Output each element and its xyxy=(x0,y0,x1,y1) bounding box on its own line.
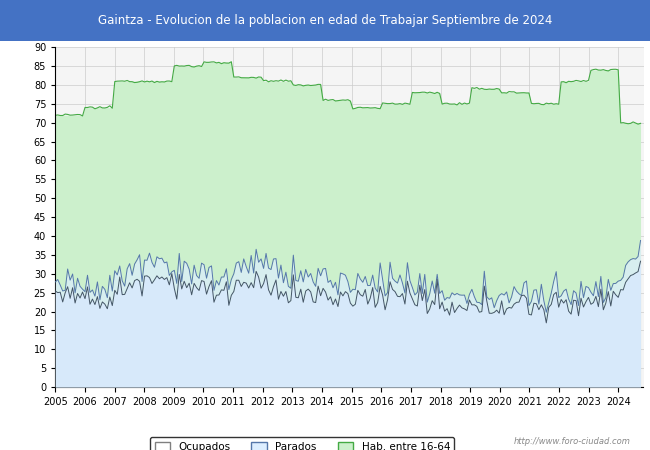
Text: Gaintza - Evolucion de la poblacion en edad de Trabajar Septiembre de 2024: Gaintza - Evolucion de la poblacion en e… xyxy=(98,14,552,27)
Text: http://www.foro-ciudad.com: http://www.foro-ciudad.com xyxy=(514,436,630,446)
Legend: Ocupados, Parados, Hab. entre 16-64: Ocupados, Parados, Hab. entre 16-64 xyxy=(150,437,454,450)
